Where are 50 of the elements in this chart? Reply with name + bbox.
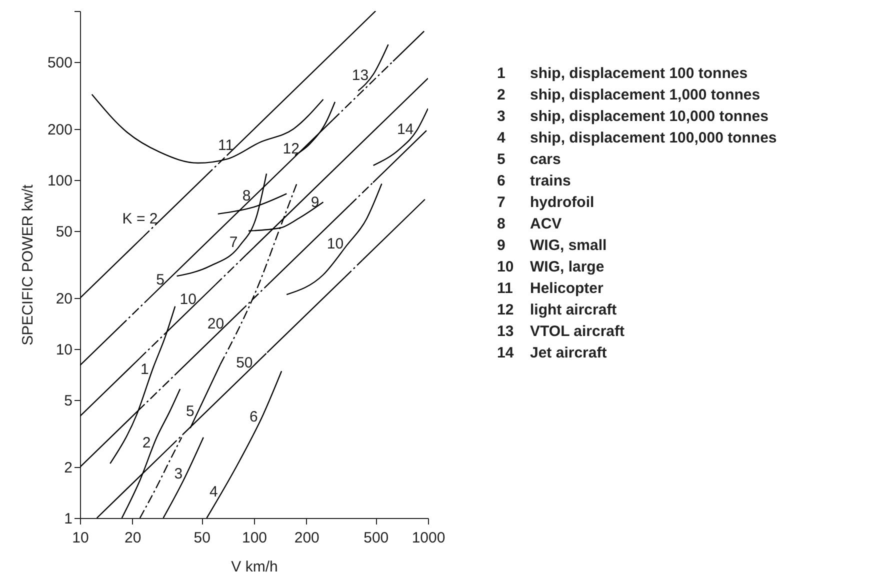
y-tick-label: 500: [47, 54, 72, 72]
y-tick-label: 100: [47, 172, 72, 190]
annotation: 50: [236, 354, 253, 372]
x-axis-title: V km/h: [231, 558, 278, 576]
text: 5 cars: [497, 151, 561, 168]
text: 12 light aircraft: [497, 302, 617, 318]
annotation: 8: [242, 187, 251, 204]
text: 4 ship, displacement 100,000 tonnes: [497, 130, 777, 146]
y-tick-label: 200: [47, 122, 72, 139]
y-tick-label: 2: [64, 460, 72, 477]
annotation: 11: [218, 137, 234, 154]
y-axis-title: SPECIFIC POWER kw/t: [19, 184, 36, 346]
annotation: 7: [229, 234, 238, 251]
annotation: 1: [140, 361, 149, 378]
x-tick-label: 200: [294, 530, 320, 546]
text: 2 ship, displacement 1,000 tonnes: [497, 86, 760, 104]
annotation: 3: [174, 466, 183, 483]
annotation: 2: [142, 434, 151, 452]
annotation: 5: [156, 271, 164, 288]
text: 13 VTOL aircraft: [497, 323, 624, 340]
text: 8 ACV: [497, 216, 562, 232]
text: 10 WIG, large: [497, 258, 604, 276]
annotation: 5: [186, 402, 194, 420]
annotation: 6: [250, 408, 258, 426]
text: 3 ship, displacement 10,000 tonnes: [497, 108, 768, 125]
annotation: 4: [209, 484, 218, 501]
annotation: 9: [310, 194, 320, 212]
text: 7 hydrofoil: [497, 194, 594, 211]
annotation: 13: [352, 67, 369, 84]
x-tick-label: 20: [124, 530, 142, 546]
y-tick-label: 20: [56, 290, 72, 308]
text: 6 trains: [497, 172, 571, 190]
annotation: 10: [326, 236, 344, 253]
y-tick-label: 50: [56, 223, 72, 240]
annotation: 14: [396, 120, 414, 138]
x-tick-label: 1000: [412, 530, 446, 546]
text: 14 Jet aircraft: [497, 344, 607, 362]
x-tick-label: 500: [364, 530, 389, 546]
x-tick-label: 50: [194, 530, 210, 546]
y-tick-label: 1: [64, 510, 72, 528]
text: 11 Helicopter: [497, 280, 604, 297]
y-tick-label: 5: [64, 392, 72, 410]
annotation: 12: [282, 140, 300, 158]
x-tick-label: 100: [242, 530, 268, 546]
annotation: 20: [207, 315, 224, 332]
text: 1 ship, displacement 100 tonnes: [497, 65, 748, 82]
y-tick-label: 10: [56, 342, 72, 358]
annotation: 10: [180, 291, 196, 308]
text: 9 WIG, small: [497, 237, 607, 254]
annotation: K = 2: [122, 210, 158, 228]
